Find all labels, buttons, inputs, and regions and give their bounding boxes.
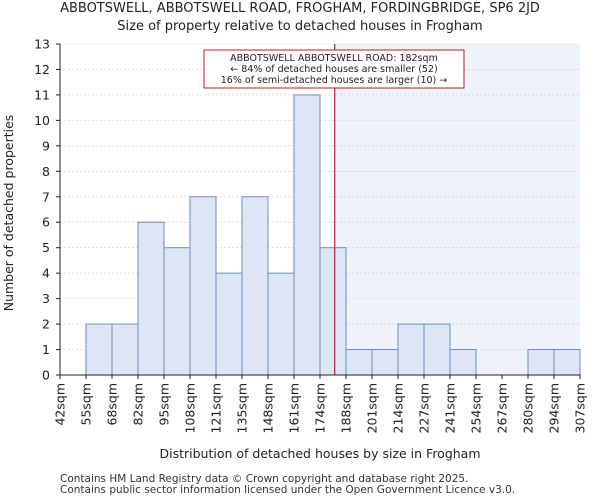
chart-subtitle: Size of property relative to detached ho… — [117, 19, 483, 34]
annotation-line-2: ← 84% of detached houses are smaller (52… — [230, 64, 437, 75]
x-tick-label-121sqm: 121sqm — [209, 383, 224, 433]
bar-121sqm — [215, 272, 243, 376]
x-tick-label-227sqm: 227sqm — [417, 383, 432, 433]
bar-227sqm — [423, 323, 451, 376]
bar-108sqm — [189, 196, 217, 376]
x-axis-label: Distribution of detached houses by size … — [159, 446, 480, 461]
annotation-frame — [203, 49, 465, 89]
y-tick-label-11: 11 — [34, 87, 50, 102]
y-tick-label-5: 5 — [42, 240, 50, 255]
bar-201sqm — [371, 349, 399, 376]
x-tick-label-267sqm: 267sqm — [495, 383, 510, 433]
y-tick-label-4: 4 — [42, 266, 50, 281]
bar-214sqm — [397, 323, 425, 376]
bar-188sqm — [345, 349, 373, 376]
bar-280sqm — [527, 349, 555, 376]
annotation-line-3: 16% of semi-detached houses are larger (… — [221, 75, 448, 86]
footer-copyright: Contains HM Land Registry data © Crown c… — [60, 473, 469, 485]
x-tick-labels: 42sqm 55sqm 68sqm 82sqm 95sqm 108sqm 121sqm 135… — [53, 375, 588, 433]
bar-68sqm — [111, 323, 139, 376]
y-tick-label-0: 0 — [42, 368, 50, 383]
y-tick-label-1: 1 — [42, 342, 50, 357]
bar-174sqm — [319, 247, 347, 376]
larger-properties-region — [334, 44, 580, 375]
bar-135sqm — [241, 196, 269, 376]
footer-licence: Contains public sector information licen… — [60, 484, 516, 496]
bar-294sqm — [553, 349, 581, 376]
y-tick-label-2: 2 — [42, 317, 50, 332]
x-tick-label-241sqm: 241sqm — [443, 383, 458, 433]
y-tick-label-6: 6 — [42, 215, 50, 230]
bars-layer — [85, 94, 581, 376]
x-tick-label-280sqm: 280sqm — [521, 383, 536, 433]
x-tick-label-135sqm: 135sqm — [235, 383, 250, 433]
bar-55sqm — [85, 323, 113, 376]
bar-148sqm — [267, 272, 295, 376]
y-tick-label-8: 8 — [42, 164, 50, 179]
x-tick-label-42sqm: 42sqm — [53, 383, 68, 426]
y-axis-label: Number of detached properties — [1, 115, 16, 312]
x-tick-label-188sqm: 188sqm — [339, 383, 354, 433]
x-tick-label-82sqm: 82sqm — [131, 383, 146, 426]
x-tick-label-294sqm: 294sqm — [547, 383, 562, 433]
y-tick-label-12: 12 — [34, 62, 50, 77]
y-tick-label-9: 9 — [42, 138, 50, 153]
x-tick-label-254sqm: 254sqm — [469, 383, 484, 433]
x-tick-label-214sqm: 214sqm — [391, 383, 406, 433]
x-tick-label-201sqm: 201sqm — [365, 383, 380, 433]
bar-161sqm — [293, 94, 321, 376]
y-tick-label-10: 10 — [34, 113, 50, 128]
y-tick-label-7: 7 — [42, 189, 50, 204]
y-tick-label-13: 13 — [34, 37, 50, 52]
x-tick-label-174sqm: 174sqm — [313, 383, 328, 433]
x-tick-label-95sqm: 95sqm — [157, 383, 172, 426]
annotation-box: ABBOTSWELL ABBOTSWELL ROAD: 182sqm ← 84%… — [203, 49, 465, 89]
bar-241sqm — [449, 349, 477, 376]
annotation-line-1: ABBOTSWELL ABBOTSWELL ROAD: 182sqm — [230, 53, 438, 64]
x-tick-label-161sqm: 161sqm — [287, 383, 302, 433]
bar-95sqm — [163, 247, 191, 376]
chart-title-address: ABBOTSWELL, ABBOTSWELL ROAD, FROGHAM, FO… — [60, 1, 540, 16]
x-tick-label-148sqm: 148sqm — [261, 383, 276, 433]
x-tick-label-307sqm: 307sqm — [573, 383, 588, 433]
x-tick-label-108sqm: 108sqm — [183, 383, 198, 433]
bar-82sqm — [137, 221, 165, 376]
y-tick-label-3: 3 — [42, 291, 50, 306]
x-tick-label-68sqm: 68sqm — [105, 383, 120, 426]
x-tick-label-55sqm: 55sqm — [79, 383, 94, 426]
